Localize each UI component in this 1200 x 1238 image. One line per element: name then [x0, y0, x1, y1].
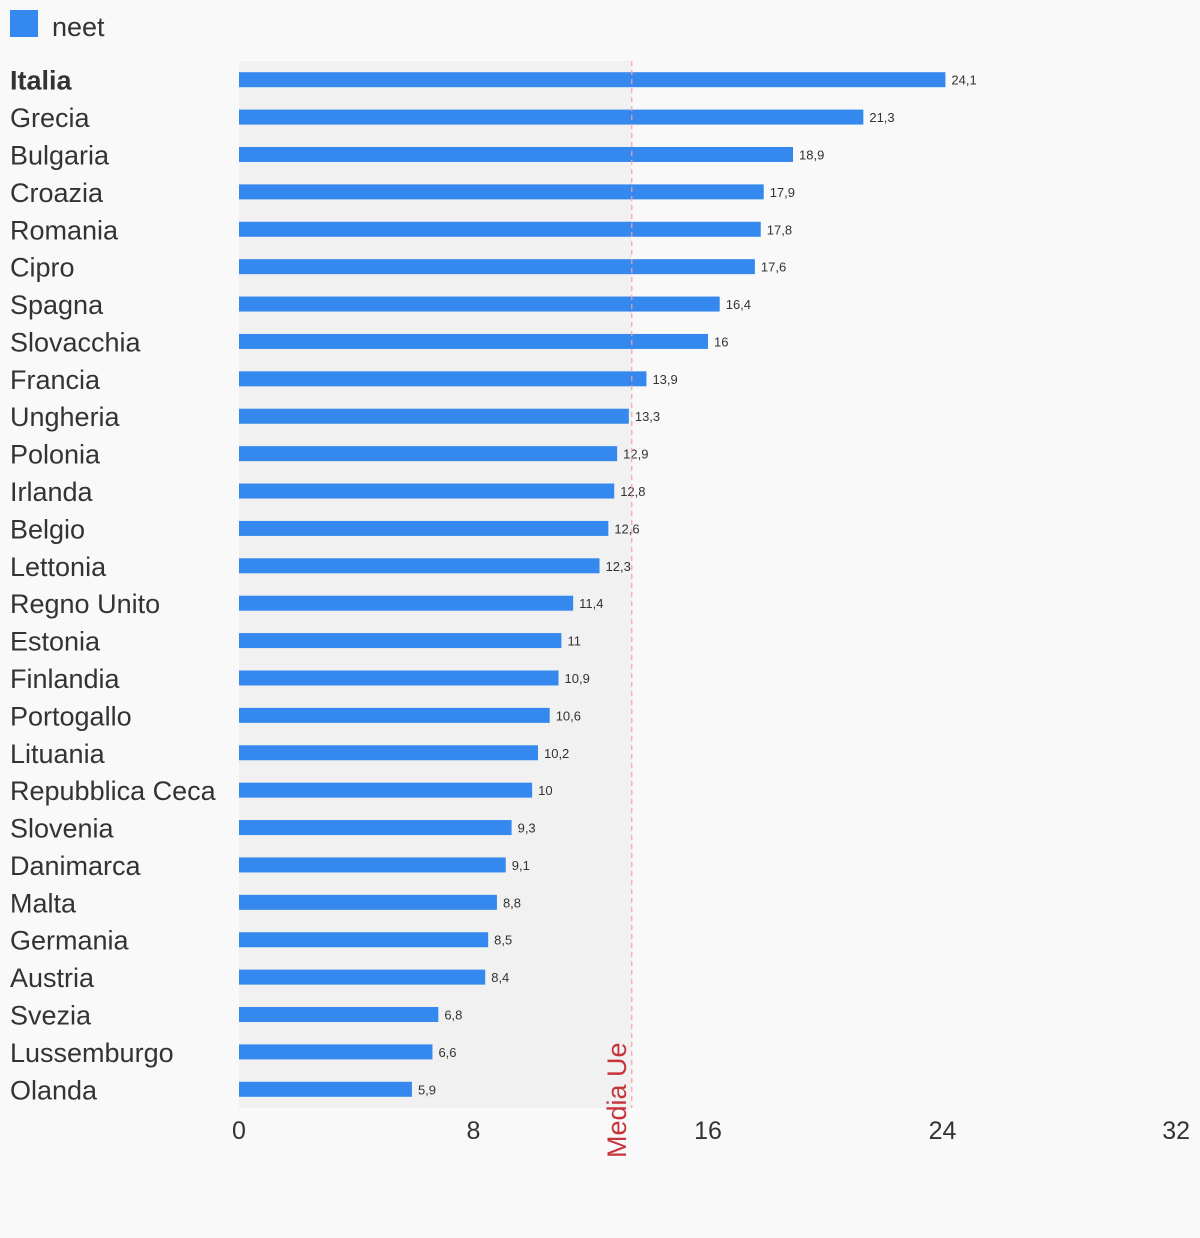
bar [239, 969, 486, 985]
x-tick-label: 8 [467, 1117, 481, 1145]
x-tick-label: 0 [232, 1117, 246, 1145]
category-label: Croazia [10, 178, 104, 208]
bar [239, 894, 497, 910]
bar [239, 259, 755, 275]
category-label: Estonia [10, 627, 101, 657]
data-label: 12,3 [606, 559, 631, 574]
data-label: 9,3 [518, 821, 536, 836]
category-label: Romania [10, 215, 119, 245]
data-label: 9,1 [512, 858, 530, 873]
x-tick-label: 32 [1162, 1117, 1190, 1145]
bar [239, 483, 615, 499]
category-label: Slovacchia [10, 327, 142, 357]
category-label: Polonia [10, 440, 101, 470]
category-label: Irlanda [10, 477, 94, 507]
data-label: 6,8 [444, 1008, 462, 1023]
category-label: Austria [10, 963, 95, 993]
bar [239, 146, 794, 162]
category-label: Svezia [10, 1001, 92, 1031]
bar [239, 820, 512, 836]
legend-label: neet [52, 12, 105, 42]
data-label: 16,4 [726, 297, 751, 312]
category-label: Danimarca [10, 851, 142, 881]
data-label: 5,9 [418, 1082, 436, 1097]
category-label: Regno Unito [10, 589, 160, 619]
bar [239, 296, 720, 312]
bar [239, 72, 946, 88]
category-label: Portogallo [10, 701, 132, 731]
data-label: 16 [714, 334, 728, 349]
data-label: 11,4 [579, 596, 603, 611]
data-label: 21,3 [869, 110, 894, 125]
category-label: Italia [10, 66, 73, 96]
data-label: 17,6 [761, 260, 786, 275]
bar [239, 1081, 412, 1097]
data-label: 12,9 [623, 447, 648, 462]
legend-swatch [10, 10, 38, 37]
bar [239, 371, 647, 387]
category-label: Slovenia [10, 814, 115, 844]
bar [239, 408, 629, 424]
reference-line-label: Media Ue [602, 1042, 632, 1158]
data-label: 11 [567, 634, 581, 649]
bar [239, 932, 489, 948]
data-label: 12,6 [614, 521, 639, 536]
bar [239, 446, 618, 462]
data-label: 17,8 [767, 222, 792, 237]
x-tick-label: 24 [929, 1117, 957, 1145]
bar [239, 1044, 433, 1060]
data-label: 13,9 [652, 372, 677, 387]
data-label: 13,3 [635, 409, 660, 424]
category-label: Lussemburgo [10, 1038, 174, 1068]
bar [239, 333, 708, 349]
bar [239, 520, 609, 536]
category-label: Francia [10, 365, 101, 395]
average-shaded-region [239, 61, 632, 1108]
category-label: Olanda [10, 1075, 98, 1105]
data-label: 17,9 [770, 185, 795, 200]
bar [239, 782, 533, 798]
data-label: 8,8 [503, 895, 521, 910]
data-label: 18,9 [799, 147, 824, 162]
bar [239, 595, 574, 611]
category-label: Belgio [10, 514, 85, 544]
data-label: 10,2 [544, 746, 569, 761]
category-label: Malta [10, 888, 77, 918]
category-label: Ungheria [10, 402, 121, 432]
bar [239, 633, 562, 649]
bar [239, 857, 506, 873]
category-label: Cipro [10, 253, 75, 283]
category-label: Lituania [10, 739, 106, 769]
category-label: Lettonia [10, 552, 107, 582]
data-label: 8,4 [491, 970, 509, 985]
category-label: Spagna [10, 290, 104, 320]
bar [239, 109, 864, 125]
data-label: 10,6 [556, 708, 581, 723]
bar [239, 670, 559, 686]
bar [239, 221, 761, 237]
bar [239, 707, 550, 723]
data-label: 24,1 [951, 73, 976, 88]
data-label: 12,8 [620, 484, 645, 499]
x-tick-label: 16 [694, 1117, 722, 1145]
data-label: 10,9 [565, 671, 590, 686]
category-label: Bulgaria [10, 140, 110, 170]
data-label: 6,6 [438, 1045, 456, 1060]
data-label: 10 [538, 783, 552, 798]
bar [239, 745, 538, 761]
category-label: Grecia [10, 103, 91, 133]
category-label: Finlandia [10, 664, 121, 694]
bar [239, 558, 600, 574]
data-label: 8,5 [494, 933, 512, 948]
bar [239, 184, 764, 200]
bar [239, 1007, 439, 1023]
category-label: Germania [10, 926, 130, 956]
category-label: Repubblica Ceca [10, 776, 217, 806]
